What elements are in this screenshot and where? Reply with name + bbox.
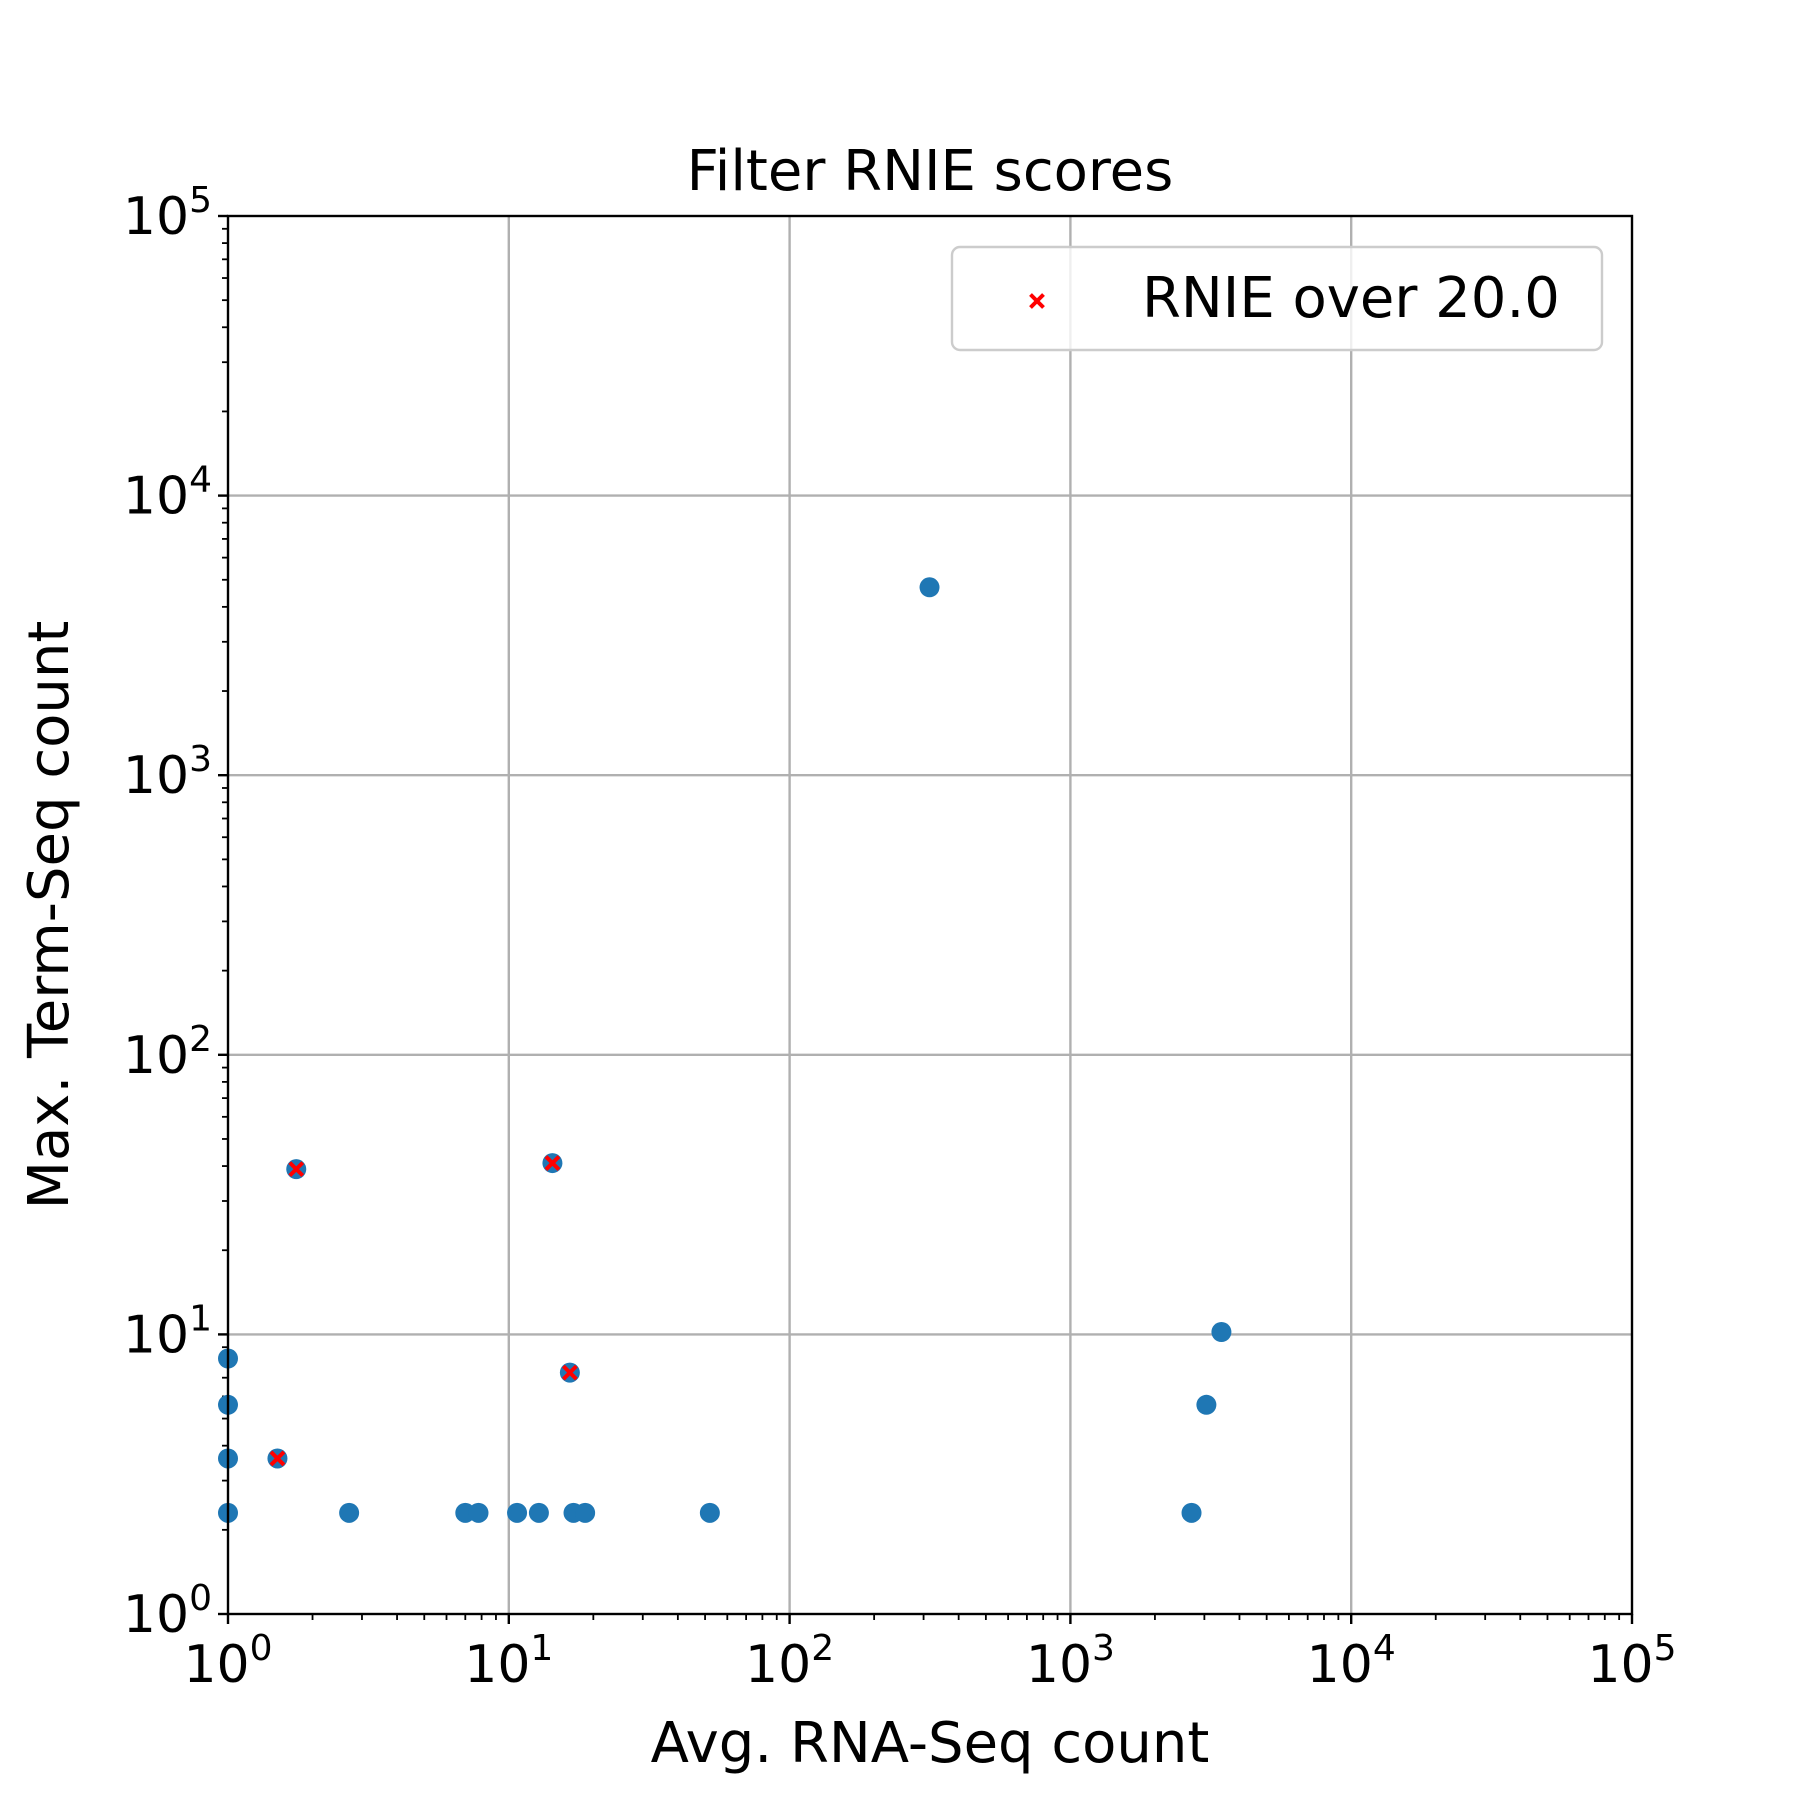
y-tick-label: 104	[123, 460, 212, 527]
major-ticks	[218, 214, 1634, 1624]
rnie-x-point	[288, 1161, 305, 1178]
data-points	[218, 577, 1232, 1523]
x-marker-stroke	[288, 1161, 305, 1178]
y-tick-label: 102	[123, 1019, 212, 1086]
legend-box	[950, 245, 1604, 352]
y-tick-label: 105	[123, 180, 212, 247]
y-axis-label: Max. Term-Seq count	[17, 621, 82, 1210]
scatter-point	[1181, 1502, 1202, 1523]
legend-label: RNIE over 20.0	[1142, 266, 1560, 331]
legend-x-symbol	[1029, 293, 1045, 309]
x-marker-stroke	[544, 1155, 561, 1171]
x-marker-stroke	[269, 1450, 286, 1467]
scatter-point	[528, 1502, 549, 1523]
x-tick-label: 105	[1587, 1628, 1676, 1695]
x-axis-label: Avg. RNA-Seq count	[651, 1711, 1210, 1776]
legend: RNIE over 20.0	[950, 245, 1604, 352]
x-tick-labels: 100 101 102 103 104 105	[183, 1628, 1676, 1695]
chart-title: Filter RNIE scores	[687, 139, 1174, 204]
x-tick-label: 101	[464, 1628, 553, 1695]
scatter-point	[507, 1502, 528, 1523]
x-tick-label: 103	[1026, 1628, 1115, 1695]
scatter-point	[699, 1502, 720, 1523]
scatter-point	[339, 1502, 360, 1523]
rnie-x-point	[561, 1364, 578, 1381]
rnie-x-point	[544, 1155, 561, 1171]
y-tick-label: 100	[123, 1578, 212, 1645]
x-tick-label: 100	[183, 1628, 272, 1695]
scatter-point	[1211, 1321, 1232, 1342]
x-marker-stroke	[1029, 293, 1045, 309]
y-tick-labels: 100 101 102 103 104 105	[123, 180, 212, 1645]
grid-lines	[228, 216, 1632, 1614]
x-tick-label: 104	[1307, 1628, 1396, 1695]
x-tick-label: 102	[745, 1628, 834, 1695]
scatter-point	[1196, 1394, 1217, 1415]
x-marker-stroke	[561, 1364, 578, 1381]
rnie-x-point	[269, 1450, 286, 1467]
scatter-point	[575, 1502, 596, 1523]
scatter-point	[919, 577, 940, 598]
legend-x-marker	[1029, 293, 1045, 309]
y-tick-label: 101	[123, 1298, 212, 1365]
scatter-point	[468, 1502, 489, 1523]
plot-frame	[226, 214, 1634, 1616]
y-tick-label: 103	[123, 739, 212, 806]
